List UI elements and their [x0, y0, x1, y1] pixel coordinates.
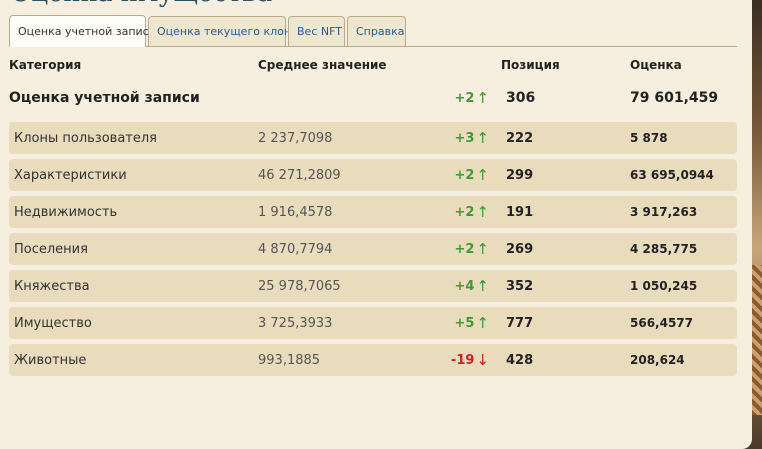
table-row: Недвижимость 1 916,4578 +2 ↑ 191 3 917,26… [9, 196, 737, 228]
row-score: 63 695,0944 [630, 168, 714, 182]
total-change-value: +2 [454, 90, 475, 106]
table-row: Княжества 25 978,7065 +4 ↑ 352 1 050,245 [9, 270, 737, 302]
row-change: +2 ↑ [399, 196, 489, 228]
row-average: 4 870,7794 [258, 241, 333, 257]
row-average: 1 916,4578 [258, 204, 333, 220]
arrow-up-icon: ↑ [476, 240, 489, 258]
row-change-value: +2 [454, 167, 475, 183]
row-category: Имущество [14, 315, 92, 331]
header-position: Позиция [501, 58, 560, 72]
row-change-value: -19 [450, 352, 475, 368]
row-change: +2 ↑ [399, 159, 489, 191]
row-change-value: +2 [454, 241, 475, 257]
total-change: +2 ↑ [399, 82, 489, 114]
row-position: 299 [506, 167, 534, 183]
arrow-up-icon: ↑ [476, 314, 489, 332]
arrow-up-icon: ↑ [476, 203, 489, 221]
tab-bar: Оценка учетной записи Оценка текущего кл… [9, 14, 737, 47]
header-average: Среднее значение [258, 58, 387, 72]
row-position: 222 [506, 130, 534, 146]
total-category: Оценка учетной записи [9, 90, 200, 106]
table-row: Животные 993,1885 -19 ↓ 428 208,624 [9, 344, 737, 376]
row-score: 1 050,245 [630, 279, 698, 293]
row-change: +5 ↑ [399, 307, 489, 339]
row-score: 208,624 [630, 353, 685, 367]
row-category: Поселения [14, 241, 88, 257]
row-category: Животные [14, 352, 87, 368]
row-change: +4 ↑ [399, 270, 489, 302]
row-position: 191 [506, 204, 534, 220]
row-average: 2 237,7098 [258, 130, 333, 146]
table-row: Имущество 3 725,3933 +5 ↑ 777 566,4577 [9, 307, 737, 339]
table-row: Клоны пользователя 2 237,7098 +3 ↑ 222 5 … [9, 122, 737, 154]
total-position: 306 [506, 90, 536, 106]
arrow-up-icon: ↑ [476, 277, 489, 295]
total-score: 79 601,459 [630, 90, 719, 106]
table-row: Поселения 4 870,7794 +2 ↑ 269 4 285,775 [9, 233, 737, 265]
total-row: Оценка учетной записи +2 ↑ 306 79 601,459 [9, 82, 737, 114]
row-position: 269 [506, 241, 534, 257]
row-position: 428 [506, 352, 534, 368]
row-change-value: +5 [454, 315, 475, 331]
row-change-value: +3 [454, 130, 475, 146]
tab-current-clone-assessment[interactable]: Оценка текущего клона [148, 16, 298, 46]
row-score: 5 878 [630, 131, 668, 145]
arrow-up-icon: ↑ [476, 89, 489, 107]
page-title: Оценка имущества [10, 0, 272, 8]
row-change: +2 ↑ [399, 233, 489, 265]
row-change: +3 ↑ [399, 122, 489, 154]
row-average: 993,1885 [258, 352, 321, 368]
row-score: 566,4577 [630, 316, 694, 330]
arrow-up-icon: ↑ [476, 129, 489, 147]
row-average: 46 271,2809 [258, 167, 341, 183]
row-category: Клоны пользователя [14, 130, 158, 146]
row-position: 777 [506, 315, 534, 331]
tab-account-assessment[interactable]: Оценка учетной записи [9, 15, 156, 47]
row-score: 3 917,263 [630, 205, 698, 219]
tab-help[interactable]: Справка [347, 16, 406, 46]
header-score: Оценка [630, 58, 682, 72]
row-position: 352 [506, 278, 534, 294]
row-score: 4 285,775 [630, 242, 698, 256]
row-average: 3 725,3933 [258, 315, 333, 331]
arrow-down-icon: ↓ [476, 351, 489, 369]
table-row: Характеристики 46 271,2809 +2 ↑ 299 63 69… [9, 159, 737, 191]
row-category: Недвижимость [14, 204, 118, 220]
arrow-up-icon: ↑ [476, 166, 489, 184]
row-average: 25 978,7065 [258, 278, 341, 294]
tab-nft-weight[interactable]: Вес NFT [288, 16, 345, 46]
row-change-value: +4 [454, 278, 475, 294]
row-category: Характеристики [14, 167, 127, 183]
row-category: Княжества [14, 278, 90, 294]
row-change: -19 ↓ [399, 344, 489, 376]
row-change-value: +2 [454, 204, 475, 220]
header-category: Категория [9, 58, 82, 72]
table-header: Категория Среднее значение Позиция Оценк… [9, 58, 737, 74]
